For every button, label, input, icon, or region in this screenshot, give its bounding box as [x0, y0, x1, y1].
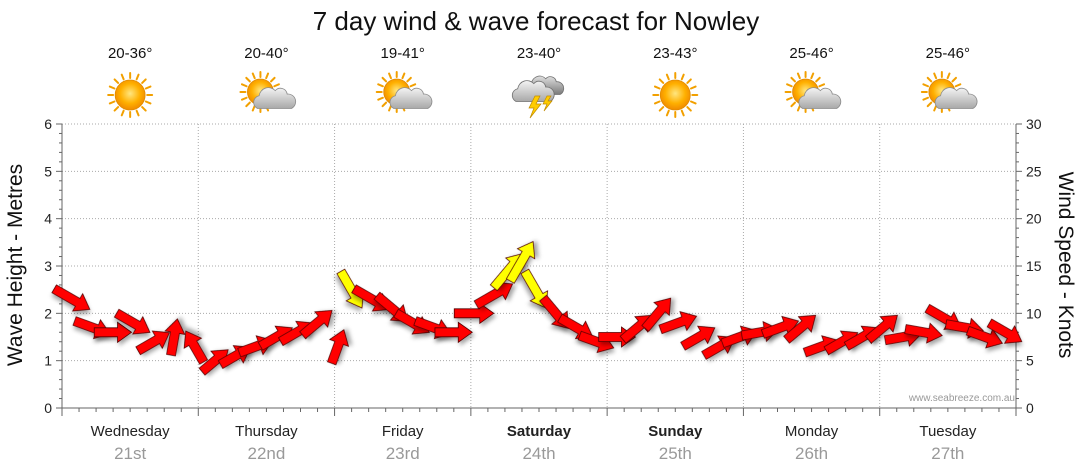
x-tick-label-date: 24th: [522, 444, 555, 463]
wind-arrow: [864, 314, 898, 344]
x-tick-label-date: 22nd: [248, 444, 286, 463]
cloud-shape: [934, 87, 978, 109]
y-tick-label-left: 1: [44, 353, 52, 369]
sunny-icon: [652, 72, 699, 118]
wind-arrow: [93, 321, 133, 344]
wind-arrow: [51, 284, 91, 312]
wind-arrow: [135, 330, 171, 356]
cloud-shape: [798, 87, 842, 109]
lightning-bolt: [542, 95, 553, 112]
sun-rays: [652, 72, 699, 118]
thunderstorm-icon: [511, 75, 565, 119]
y-tick-label-right: 20: [1026, 211, 1042, 227]
x-tick-label-day: Sunday: [648, 423, 703, 440]
y-axis-right-title: Wind Speed - Knots: [1054, 172, 1077, 359]
x-tick-label-day: Wednesday: [91, 423, 170, 440]
x-tick-label-date: 27th: [931, 444, 964, 463]
y-axis-right: 0 5 10 15 20 25 30: [1026, 116, 1042, 416]
y-tick-label-left: 2: [44, 305, 52, 321]
x-tick-label-day: Tuesday: [919, 423, 976, 440]
y-tick-label-right: 5: [1026, 353, 1034, 369]
y-axis-left: 0 1 2 3 4 5 6: [44, 116, 52, 416]
wind-series: [51, 240, 1023, 376]
wind-arrow: [680, 325, 716, 351]
wind-arrow: [505, 240, 536, 284]
x-tick-label-day: Monday: [785, 423, 839, 440]
x-tick-label-day: Thursday: [235, 423, 298, 440]
chart-title: 7 day wind & wave forecast for Nowley: [313, 6, 760, 36]
day-header: 23-43°: [652, 45, 699, 118]
temperature-range: 19-41°: [381, 45, 425, 62]
wind-arrow: [299, 310, 333, 340]
wind-arrow: [986, 318, 1023, 344]
temperature-range: 20-40°: [244, 45, 288, 62]
day-header: 20-36°: [107, 45, 154, 118]
cloud-shape: [511, 80, 555, 102]
lightning-bolt: [528, 95, 542, 119]
x-tick-label-date: 23rd: [386, 444, 420, 463]
wind-arrow: [183, 330, 209, 365]
day-header: 25-46°: [784, 45, 842, 113]
wind-arrow: [641, 297, 672, 332]
partly-cloudy-icon: [239, 71, 297, 113]
cloud-shape: [389, 87, 433, 109]
y-tick-label-right: 15: [1026, 258, 1042, 274]
y-tick-label-right: 30: [1026, 116, 1042, 132]
day-header: 25-46°: [920, 45, 978, 113]
sun-disc: [659, 79, 691, 111]
x-tick-label-day: Saturday: [507, 423, 572, 440]
y-tick-label-left: 0: [44, 400, 52, 416]
temperature-range: 20-36°: [108, 45, 152, 62]
wind-arrow: [658, 311, 698, 335]
wind-arrow: [965, 325, 1004, 349]
temperature-range: 25-46°: [926, 45, 970, 62]
sun-disc: [114, 79, 146, 111]
x-axis-labels: Wednesday 21st Thursday 22nd Friday 23rd Satur…: [91, 423, 977, 463]
y-tick-label-left: 3: [44, 258, 52, 274]
wind-arrow: [453, 302, 495, 325]
y-tick-label-right: 10: [1026, 305, 1042, 321]
sunny-icon: [107, 72, 154, 118]
day-header: 23-40°: [511, 45, 565, 119]
day-headers: 20-36° 20-40° 19-41° 23-40° 23-43° 25-46° 25-4…: [107, 45, 978, 119]
temperature-range: 25-46°: [789, 45, 833, 62]
wind-arrow: [904, 322, 943, 344]
wind-arrow: [164, 318, 186, 357]
partly-cloudy-icon: [920, 71, 978, 113]
sun-rays: [107, 72, 154, 118]
y-tick-label-left: 5: [44, 163, 52, 179]
wind-arrow: [326, 329, 350, 366]
y-tick-label-right: 25: [1026, 163, 1042, 179]
x-tick-label-date: 26th: [795, 444, 828, 463]
source-credit: www.seabreeze.com.au: [908, 393, 1015, 404]
x-tick-label-date: 25th: [659, 444, 692, 463]
wind-arrow: [783, 314, 817, 344]
plot-area: [56, 123, 1022, 416]
wind-arrow: [520, 268, 549, 309]
x-tick-label-day: Friday: [382, 423, 424, 440]
wind-arrow: [434, 321, 473, 344]
partly-cloudy-icon: [784, 71, 842, 113]
temperature-range: 23-43°: [653, 45, 697, 62]
x-tick-label-date: 21st: [114, 444, 146, 463]
day-header: 20-40°: [239, 45, 297, 113]
y-tick-label-left: 4: [44, 211, 52, 227]
temperature-range: 23-40°: [517, 45, 561, 62]
cloud-shape: [253, 87, 297, 109]
y-tick-label-right: 0: [1026, 400, 1034, 416]
y-tick-label-left: 6: [44, 116, 52, 132]
y-axis-left-title: Wave Height - Metres: [4, 164, 27, 366]
partly-cloudy-icon: [375, 71, 433, 113]
wind-arrow: [113, 308, 151, 335]
day-header: 19-41°: [375, 45, 433, 113]
